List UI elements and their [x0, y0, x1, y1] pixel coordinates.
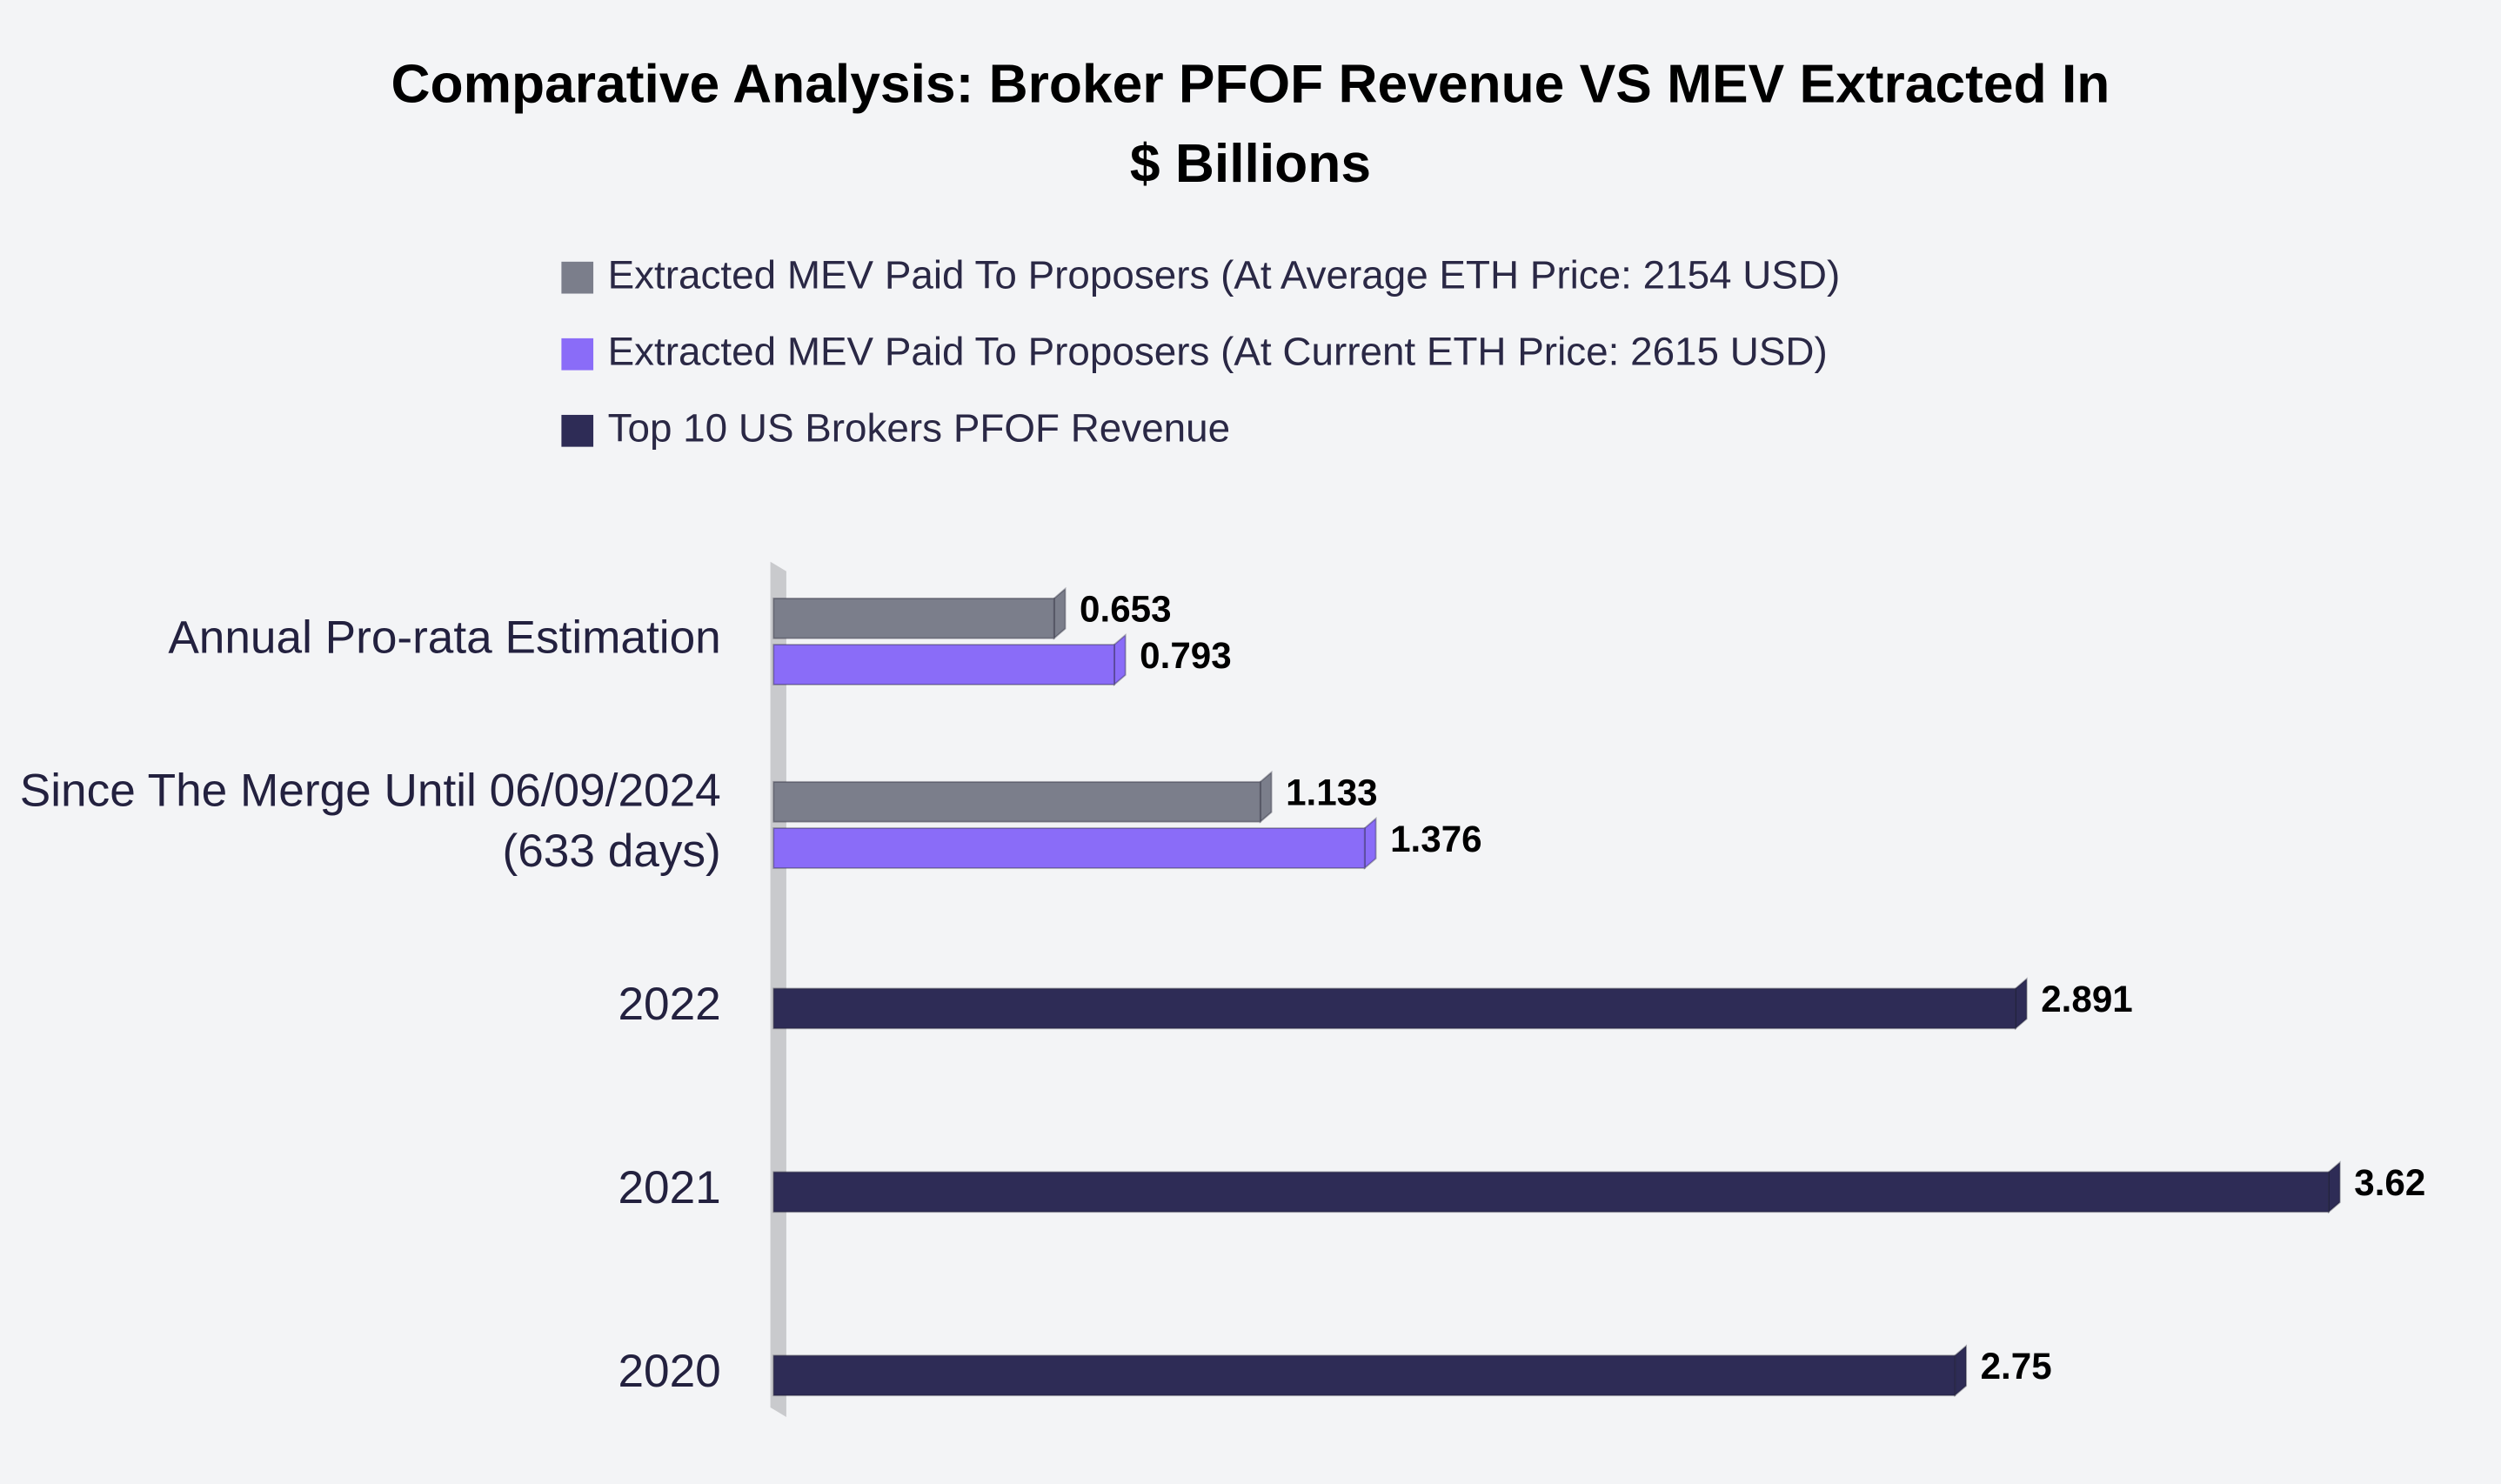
data-label: 2.75 — [1981, 1346, 2052, 1387]
y-tick-label: 2022 — [618, 979, 721, 1032]
bar-side — [1113, 633, 1127, 686]
bar — [772, 1354, 1956, 1397]
data-label: 1.376 — [1390, 819, 1482, 859]
legend-swatch — [561, 261, 594, 294]
data-label: 1.133 — [1286, 772, 1378, 813]
y-tick-label: Since The Merge Until 06/09/2024 (633 da… — [19, 765, 721, 878]
bar — [772, 987, 2016, 1030]
bar-side — [1363, 817, 1377, 870]
bar — [772, 827, 1366, 869]
y-tick-label: 2021 — [618, 1163, 721, 1214]
data-label: 3.62 — [2354, 1162, 2425, 1203]
y-tick-label: 2020 — [618, 1347, 721, 1398]
legend-swatch — [561, 338, 594, 371]
bar — [772, 644, 1115, 685]
data-label: 0.793 — [1140, 635, 1232, 676]
bar-side — [2014, 977, 2028, 1031]
legend-label: Top 10 US Brokers PFOF Revenue — [608, 405, 1231, 450]
bar-side — [2327, 1160, 2341, 1214]
data-label: 2.891 — [2041, 979, 2133, 1019]
bar — [772, 1171, 2330, 1213]
chart-title: Comparative Analysis: Broker PFOF Revenu… — [391, 54, 2110, 195]
bar-side — [1259, 770, 1273, 824]
legend-swatch — [561, 414, 594, 447]
bar-side — [1954, 1344, 1968, 1398]
data-label: 0.653 — [1080, 589, 1172, 630]
bar — [772, 780, 1261, 823]
legend-label: Extracted MEV Paid To Proposers (At Aver… — [608, 252, 1841, 297]
bar — [772, 597, 1055, 639]
bar-side — [1053, 586, 1067, 640]
legend-label: Extracted MEV Paid To Proposers (At Curr… — [608, 329, 1828, 373]
y-tick-label: Annual Pro-rata Estimation — [168, 612, 721, 665]
